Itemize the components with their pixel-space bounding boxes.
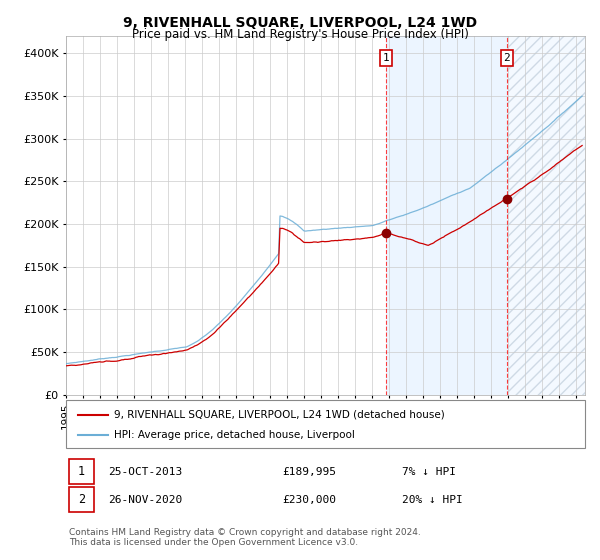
Text: 9, RIVENHALL SQUARE, LIVERPOOL, L24 1WD (detached house): 9, RIVENHALL SQUARE, LIVERPOOL, L24 1WD … <box>114 409 445 419</box>
Bar <box>507 36 585 395</box>
Text: 1: 1 <box>383 53 389 63</box>
Text: 20% ↓ HPI: 20% ↓ HPI <box>402 494 463 505</box>
Text: 1: 1 <box>78 465 85 478</box>
Text: £230,000: £230,000 <box>282 494 336 505</box>
Text: 26-NOV-2020: 26-NOV-2020 <box>108 494 182 505</box>
Text: £189,995: £189,995 <box>282 466 336 477</box>
Text: HPI: Average price, detached house, Liverpool: HPI: Average price, detached house, Live… <box>114 430 355 440</box>
Text: 25-OCT-2013: 25-OCT-2013 <box>108 466 182 477</box>
Text: 7% ↓ HPI: 7% ↓ HPI <box>402 466 456 477</box>
Bar <box>386 36 507 395</box>
Text: Contains HM Land Registry data © Crown copyright and database right 2024.
This d: Contains HM Land Registry data © Crown c… <box>69 528 421 548</box>
Text: 2: 2 <box>503 53 510 63</box>
Text: 9, RIVENHALL SQUARE, LIVERPOOL, L24 1WD: 9, RIVENHALL SQUARE, LIVERPOOL, L24 1WD <box>123 16 477 30</box>
Text: Price paid vs. HM Land Registry's House Price Index (HPI): Price paid vs. HM Land Registry's House … <box>131 28 469 41</box>
Bar <box>507 36 585 395</box>
Text: 2: 2 <box>78 493 85 506</box>
